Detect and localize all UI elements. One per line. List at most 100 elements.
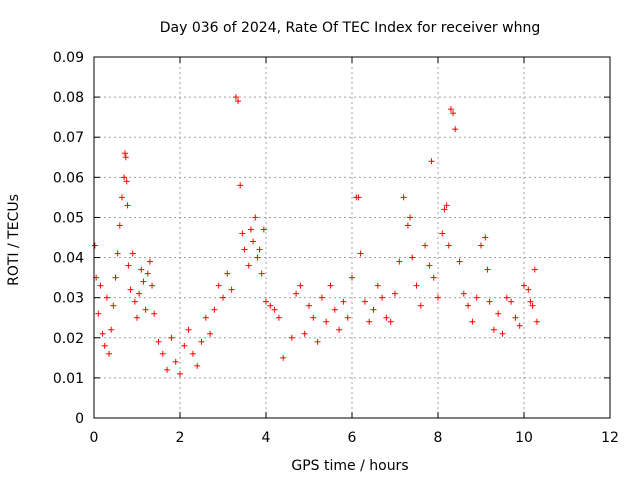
data-point bbox=[114, 250, 121, 257]
data-point bbox=[323, 318, 330, 325]
data-point bbox=[124, 202, 131, 209]
data-point bbox=[370, 306, 377, 313]
data-point bbox=[409, 254, 416, 261]
data-point bbox=[247, 226, 254, 233]
axis-ticks bbox=[93, 56, 611, 419]
data-point bbox=[456, 258, 463, 265]
data-point bbox=[503, 294, 510, 301]
data-point bbox=[127, 286, 134, 293]
data-point bbox=[473, 294, 480, 301]
y-tick-label: 0.07 bbox=[53, 130, 84, 146]
data-points bbox=[91, 94, 540, 377]
data-point bbox=[131, 298, 138, 305]
data-point bbox=[340, 298, 347, 305]
data-point bbox=[239, 230, 246, 237]
data-point bbox=[310, 314, 317, 321]
data-point bbox=[379, 294, 386, 301]
data-point bbox=[355, 194, 362, 201]
data-point bbox=[529, 302, 536, 309]
data-point bbox=[280, 354, 287, 361]
data-point bbox=[194, 362, 201, 369]
data-point bbox=[516, 322, 523, 329]
data-point bbox=[116, 222, 123, 229]
data-point bbox=[357, 250, 364, 257]
data-point bbox=[417, 302, 424, 309]
y-tick-label: 0.06 bbox=[53, 170, 84, 186]
data-point bbox=[490, 326, 497, 333]
x-tick-label: 4 bbox=[262, 430, 271, 446]
grid bbox=[94, 57, 610, 418]
data-point bbox=[125, 262, 132, 269]
data-point bbox=[97, 282, 104, 289]
data-point bbox=[288, 334, 295, 341]
data-point bbox=[121, 150, 128, 157]
y-tick-label: 0 bbox=[75, 411, 84, 427]
data-point bbox=[293, 290, 300, 297]
data-point bbox=[387, 318, 394, 325]
data-point bbox=[306, 302, 312, 309]
data-point bbox=[435, 294, 441, 301]
x-tick-labels: 0 2 4 6 8 10 12 bbox=[90, 430, 619, 446]
data-point bbox=[439, 230, 446, 237]
data-point bbox=[136, 290, 143, 297]
y-tick-label: 0.02 bbox=[53, 331, 84, 347]
data-point bbox=[224, 270, 231, 277]
data-point bbox=[181, 342, 188, 349]
data-point bbox=[392, 290, 398, 297]
data-point bbox=[118, 194, 125, 201]
data-point bbox=[445, 242, 452, 249]
data-point bbox=[344, 314, 351, 321]
data-point bbox=[202, 314, 209, 321]
data-point bbox=[189, 350, 196, 357]
data-point bbox=[106, 350, 113, 357]
x-tick-label: 2 bbox=[176, 430, 185, 446]
data-point bbox=[452, 126, 459, 133]
data-point bbox=[172, 358, 179, 365]
data-point bbox=[129, 250, 136, 257]
data-point bbox=[527, 298, 534, 305]
data-point bbox=[241, 246, 248, 253]
chart-title: Day 036 of 2024, Rate Of TEC Index for r… bbox=[160, 20, 540, 36]
data-point bbox=[428, 158, 435, 165]
data-point bbox=[146, 258, 153, 265]
data-point bbox=[374, 282, 381, 289]
data-point bbox=[404, 222, 411, 229]
data-point bbox=[144, 270, 151, 277]
data-point bbox=[177, 370, 183, 377]
data-point bbox=[140, 278, 147, 285]
data-point bbox=[482, 234, 489, 241]
data-point bbox=[237, 182, 244, 189]
data-point bbox=[235, 98, 242, 105]
x-tick-label: 0 bbox=[90, 430, 99, 446]
data-point bbox=[443, 202, 450, 209]
data-point bbox=[441, 206, 448, 213]
y-tick-labels: 0 0.01 0.02 0.03 0.04 0.05 0.06 0.07 0.08 0.09 bbox=[53, 50, 84, 427]
data-point bbox=[211, 306, 218, 313]
data-point bbox=[101, 342, 108, 349]
x-tick-label: 12 bbox=[601, 430, 619, 446]
data-point bbox=[267, 302, 274, 309]
data-point bbox=[258, 270, 265, 277]
data-point bbox=[250, 238, 257, 245]
data-point bbox=[252, 214, 259, 221]
y-tick-label: 0.05 bbox=[53, 210, 84, 226]
data-point bbox=[138, 266, 145, 273]
y-tick-label: 0.08 bbox=[53, 90, 84, 106]
data-point bbox=[103, 294, 110, 301]
data-point bbox=[460, 290, 467, 297]
data-point bbox=[91, 242, 98, 249]
data-point bbox=[110, 302, 117, 309]
data-point bbox=[366, 318, 373, 325]
data-point bbox=[168, 334, 175, 341]
data-point bbox=[407, 214, 414, 221]
data-point bbox=[108, 326, 115, 333]
data-point bbox=[245, 262, 252, 269]
y-tick-label: 0.03 bbox=[53, 291, 84, 307]
data-point bbox=[361, 298, 368, 305]
data-point bbox=[256, 246, 263, 253]
data-point bbox=[271, 306, 278, 313]
data-point bbox=[478, 242, 484, 249]
data-point bbox=[525, 286, 532, 293]
x-tick-label: 8 bbox=[434, 430, 443, 446]
data-point bbox=[159, 350, 166, 357]
